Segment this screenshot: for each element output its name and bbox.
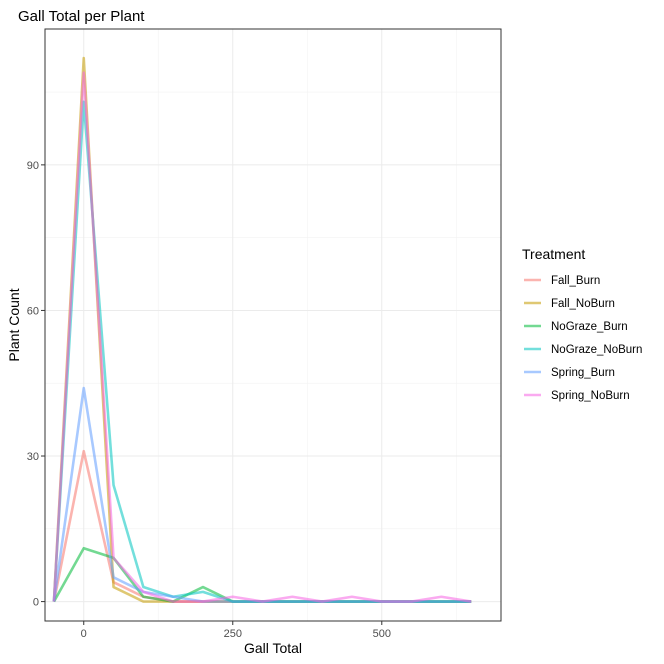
- x-tick-label: 0: [81, 628, 87, 640]
- legend-label-nograze-burn: NoGraze_Burn: [551, 321, 628, 333]
- y-axis-ticks: 0 30 60 90: [27, 160, 45, 609]
- legend-label-nograze-noburn: NoGraze_NoBurn: [551, 344, 642, 356]
- legend-label-spring-noburn: Spring_NoBurn: [551, 390, 630, 402]
- plot-panel-border: [44, 28, 502, 622]
- series-line-spring-noburn: [52, 71, 472, 603]
- legend-title: Treatment: [522, 246, 585, 262]
- chart-title: Gall Total per Plant: [18, 8, 145, 25]
- y-tick-label: 0: [33, 597, 39, 609]
- series-lines: [52, 56, 472, 603]
- x-axis-ticks: 0 250 500: [81, 621, 391, 640]
- x-tick-label: 250: [224, 628, 242, 640]
- legend-label-spring-burn: Spring_Burn: [551, 367, 615, 379]
- legend-label-fall-burn: Fall_Burn: [551, 275, 600, 287]
- y-tick-label: 60: [27, 305, 39, 317]
- y-axis-title: Plant Count: [6, 288, 22, 361]
- y-tick-label: 30: [27, 451, 39, 463]
- x-tick-label: 500: [373, 628, 391, 640]
- legend: Treatment Fall_Burn Fall_NoBurn NoGraze_Bu…: [522, 246, 642, 402]
- y-tick-label: 90: [27, 160, 39, 172]
- x-axis-title: Gall Total: [244, 640, 302, 656]
- legend-label-fall-noburn: Fall_NoBurn: [551, 298, 615, 310]
- grid-minor: [45, 29, 501, 621]
